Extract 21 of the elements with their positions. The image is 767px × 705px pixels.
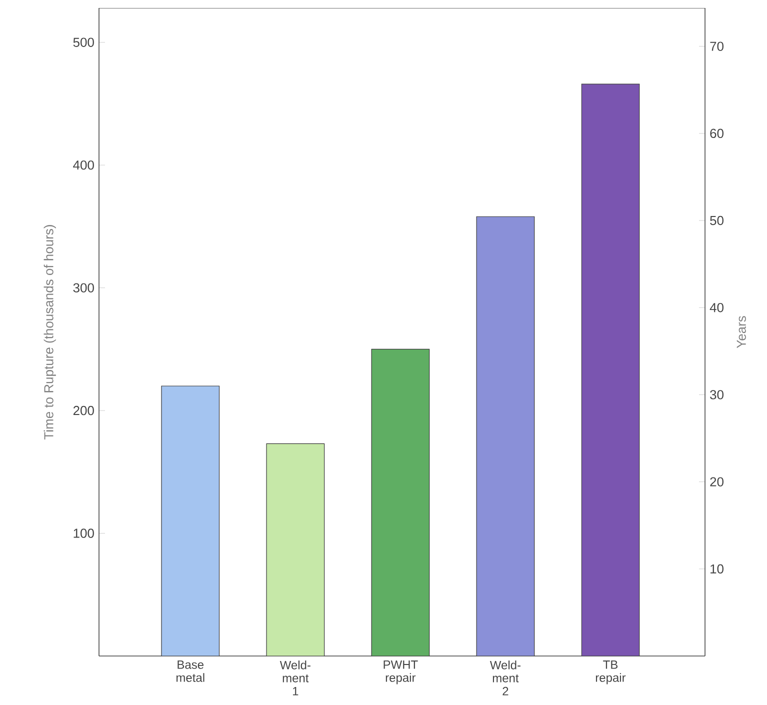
y2-tick-label: 20 [710,477,724,486]
y2-axis-title: Years [736,316,746,348]
bar [161,386,220,656]
y-tick-label: 500 [73,38,94,47]
y-tick-label: 300 [73,283,94,292]
y2-tick-label: 40 [710,303,724,312]
y2-tick-label: 60 [710,128,724,138]
x-tick-label: Weld-ment 2 [490,660,520,696]
x-tick-label: Base metal [176,660,204,682]
y-axis-title: Time to Rupture (thousands of hours) [44,225,56,440]
y2-tick-label: 10 [710,564,724,574]
bar [476,216,535,656]
y-tick-label: 400 [73,160,94,170]
y2-tick-label: 30 [710,390,724,400]
y-tick-label: 100 [74,528,94,538]
y-tick-label: 200 [73,406,94,416]
y2-tick-label: 70 [710,42,724,51]
x-tick-label: PWHT repair [384,660,418,684]
x-tick-label: TB repair [596,660,626,684]
x-tick-label: Weld-ment 1 [280,660,310,696]
y2-tick-label: 50 [710,216,724,226]
